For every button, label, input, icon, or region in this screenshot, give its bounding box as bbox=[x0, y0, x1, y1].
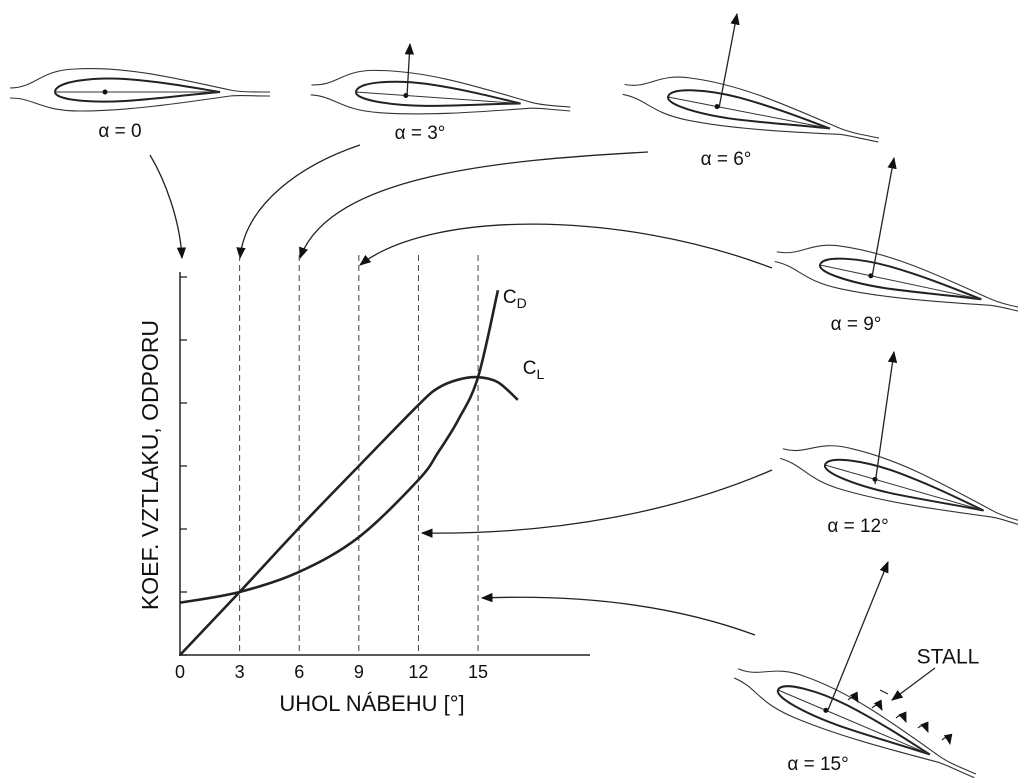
airfoil-label: α = 0 bbox=[98, 121, 141, 142]
stall-label: STALL bbox=[917, 646, 980, 669]
airfoil-0 bbox=[10, 69, 270, 111]
x-axis-label: UHOL NÁBEHU [°] bbox=[279, 691, 464, 716]
curve bbox=[180, 290, 498, 602]
x-tick-label: 15 bbox=[468, 662, 488, 682]
x-tick-label: 12 bbox=[408, 662, 428, 682]
curve bbox=[180, 377, 518, 655]
airfoil-label: α = 15° bbox=[787, 754, 848, 775]
diagram: UHOL NÁBEHU [°] KOEF. VZTLAKU, ODPORU α … bbox=[0, 0, 1018, 778]
airfoil-6 bbox=[620, 65, 883, 156]
curve-label: CD bbox=[503, 287, 527, 311]
x-tick-label: 3 bbox=[235, 662, 245, 682]
lift-arrow bbox=[872, 158, 894, 277]
lift-arrow bbox=[875, 352, 894, 484]
x-tick-label: 0 bbox=[175, 662, 185, 682]
airfoil-3 bbox=[310, 65, 572, 125]
x-tick-label: 6 bbox=[294, 662, 304, 682]
y-axis-label: KOEF. VZTLAKU, ODPORU bbox=[137, 320, 163, 610]
airfoil-label: α = 6° bbox=[701, 149, 752, 170]
pointers bbox=[150, 145, 772, 635]
airfoil-9 bbox=[772, 233, 1018, 329]
airfoil-label: α = 3° bbox=[395, 123, 446, 144]
stall-arrow bbox=[892, 668, 935, 700]
lift-arrow bbox=[828, 562, 888, 710]
curve-label: CL bbox=[523, 358, 545, 382]
x-tick-label: 9 bbox=[354, 662, 364, 682]
airfoil-label: α = 12° bbox=[827, 516, 888, 537]
lift-arrow bbox=[407, 44, 410, 96]
airfoil-15 bbox=[729, 651, 985, 778]
airfoil-label: α = 9° bbox=[831, 314, 882, 335]
airfoil-12 bbox=[777, 430, 1018, 542]
